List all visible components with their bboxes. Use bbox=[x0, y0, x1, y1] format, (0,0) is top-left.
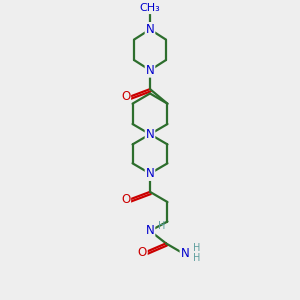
Text: H: H bbox=[193, 243, 200, 253]
Text: N: N bbox=[146, 224, 154, 237]
Text: H: H bbox=[193, 253, 200, 263]
Text: N: N bbox=[181, 247, 189, 260]
Text: N: N bbox=[146, 64, 154, 77]
Text: O: O bbox=[137, 246, 147, 259]
Text: N: N bbox=[146, 128, 154, 141]
Text: O: O bbox=[121, 193, 130, 206]
Text: N: N bbox=[146, 23, 154, 36]
Text: O: O bbox=[121, 91, 130, 103]
Text: N: N bbox=[146, 167, 154, 180]
Text: CH₃: CH₃ bbox=[140, 3, 160, 13]
Text: H: H bbox=[158, 220, 166, 231]
